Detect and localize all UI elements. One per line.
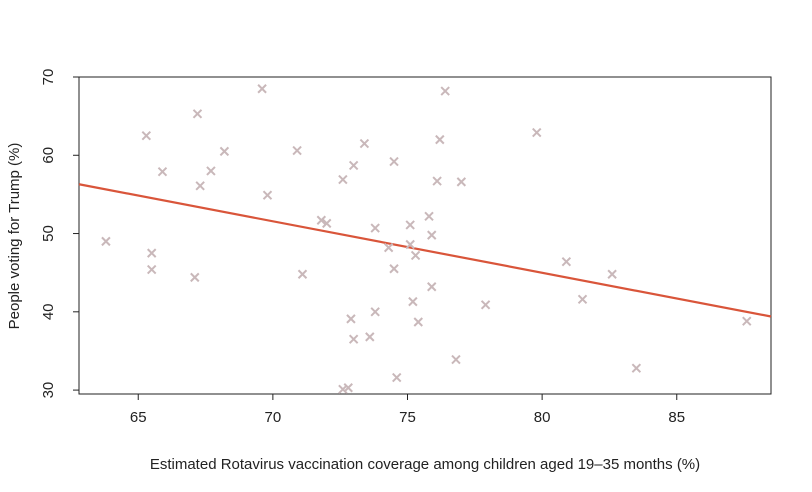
trend-line (78, 183, 772, 318)
y-tick-label: 40 (40, 303, 57, 320)
data-point (195, 181, 205, 191)
data-point (146, 248, 157, 258)
trend-line-layer (78, 183, 772, 318)
data-point (146, 264, 157, 275)
data-point (297, 269, 308, 279)
data-point (577, 294, 588, 304)
data-point (456, 177, 467, 187)
data-point (432, 176, 442, 186)
plot-frame (78, 76, 772, 395)
data-point (343, 383, 353, 393)
y-tick-label: 30 (40, 382, 57, 399)
x-tick-label: 85 (668, 409, 685, 426)
data-point (101, 236, 111, 247)
y-tick-label: 50 (40, 225, 57, 242)
data-point (561, 257, 572, 267)
data-point (607, 269, 617, 279)
data-point (192, 109, 203, 119)
data-point (322, 218, 332, 229)
data-point (631, 363, 642, 373)
data-point (392, 372, 402, 383)
data-point (405, 220, 415, 230)
data-point (383, 242, 394, 253)
data-point (348, 160, 359, 171)
data-point (370, 307, 380, 317)
x-tick-label: 65 (130, 409, 147, 426)
data-point (316, 215, 327, 225)
data-point (410, 250, 421, 261)
data-point (348, 334, 359, 344)
data-point (346, 314, 356, 324)
x-tick-label: 75 (399, 409, 416, 426)
data-point (262, 190, 273, 200)
x-tick-label: 80 (534, 409, 551, 426)
y-axis: 30 40 50 60 70 (40, 69, 79, 399)
data-point (206, 166, 216, 176)
data-point (219, 146, 230, 157)
y-tick-label: 60 (40, 147, 57, 164)
data-point (338, 174, 348, 185)
data-point (257, 84, 267, 94)
data-point (408, 296, 418, 307)
data-point (435, 134, 445, 145)
data-point (190, 272, 200, 283)
data-point (424, 211, 434, 222)
y-axis-title: People voting for Trump (%) (6, 143, 23, 330)
points-layer (101, 84, 752, 395)
data-point (389, 264, 399, 274)
data-point (451, 354, 461, 365)
data-point (141, 130, 152, 141)
x-tick-label: 70 (265, 409, 282, 426)
data-point (742, 316, 752, 326)
data-point (405, 239, 415, 250)
data-point (413, 317, 423, 327)
x-axis-title: Estimated Rotavirus vaccination coverage… (150, 456, 700, 473)
data-point (338, 384, 348, 395)
data-point (370, 223, 380, 233)
data-point (292, 145, 302, 156)
data-point (427, 282, 437, 292)
data-point (427, 230, 437, 240)
y-tick-label: 70 (40, 69, 57, 86)
data-point (365, 332, 375, 342)
data-point (389, 156, 399, 167)
data-point (440, 86, 450, 96)
data-point (157, 167, 168, 177)
data-point (532, 127, 542, 138)
data-point (359, 138, 370, 149)
x-axis: 65 70 75 80 85 (130, 394, 685, 426)
data-point (480, 300, 491, 310)
